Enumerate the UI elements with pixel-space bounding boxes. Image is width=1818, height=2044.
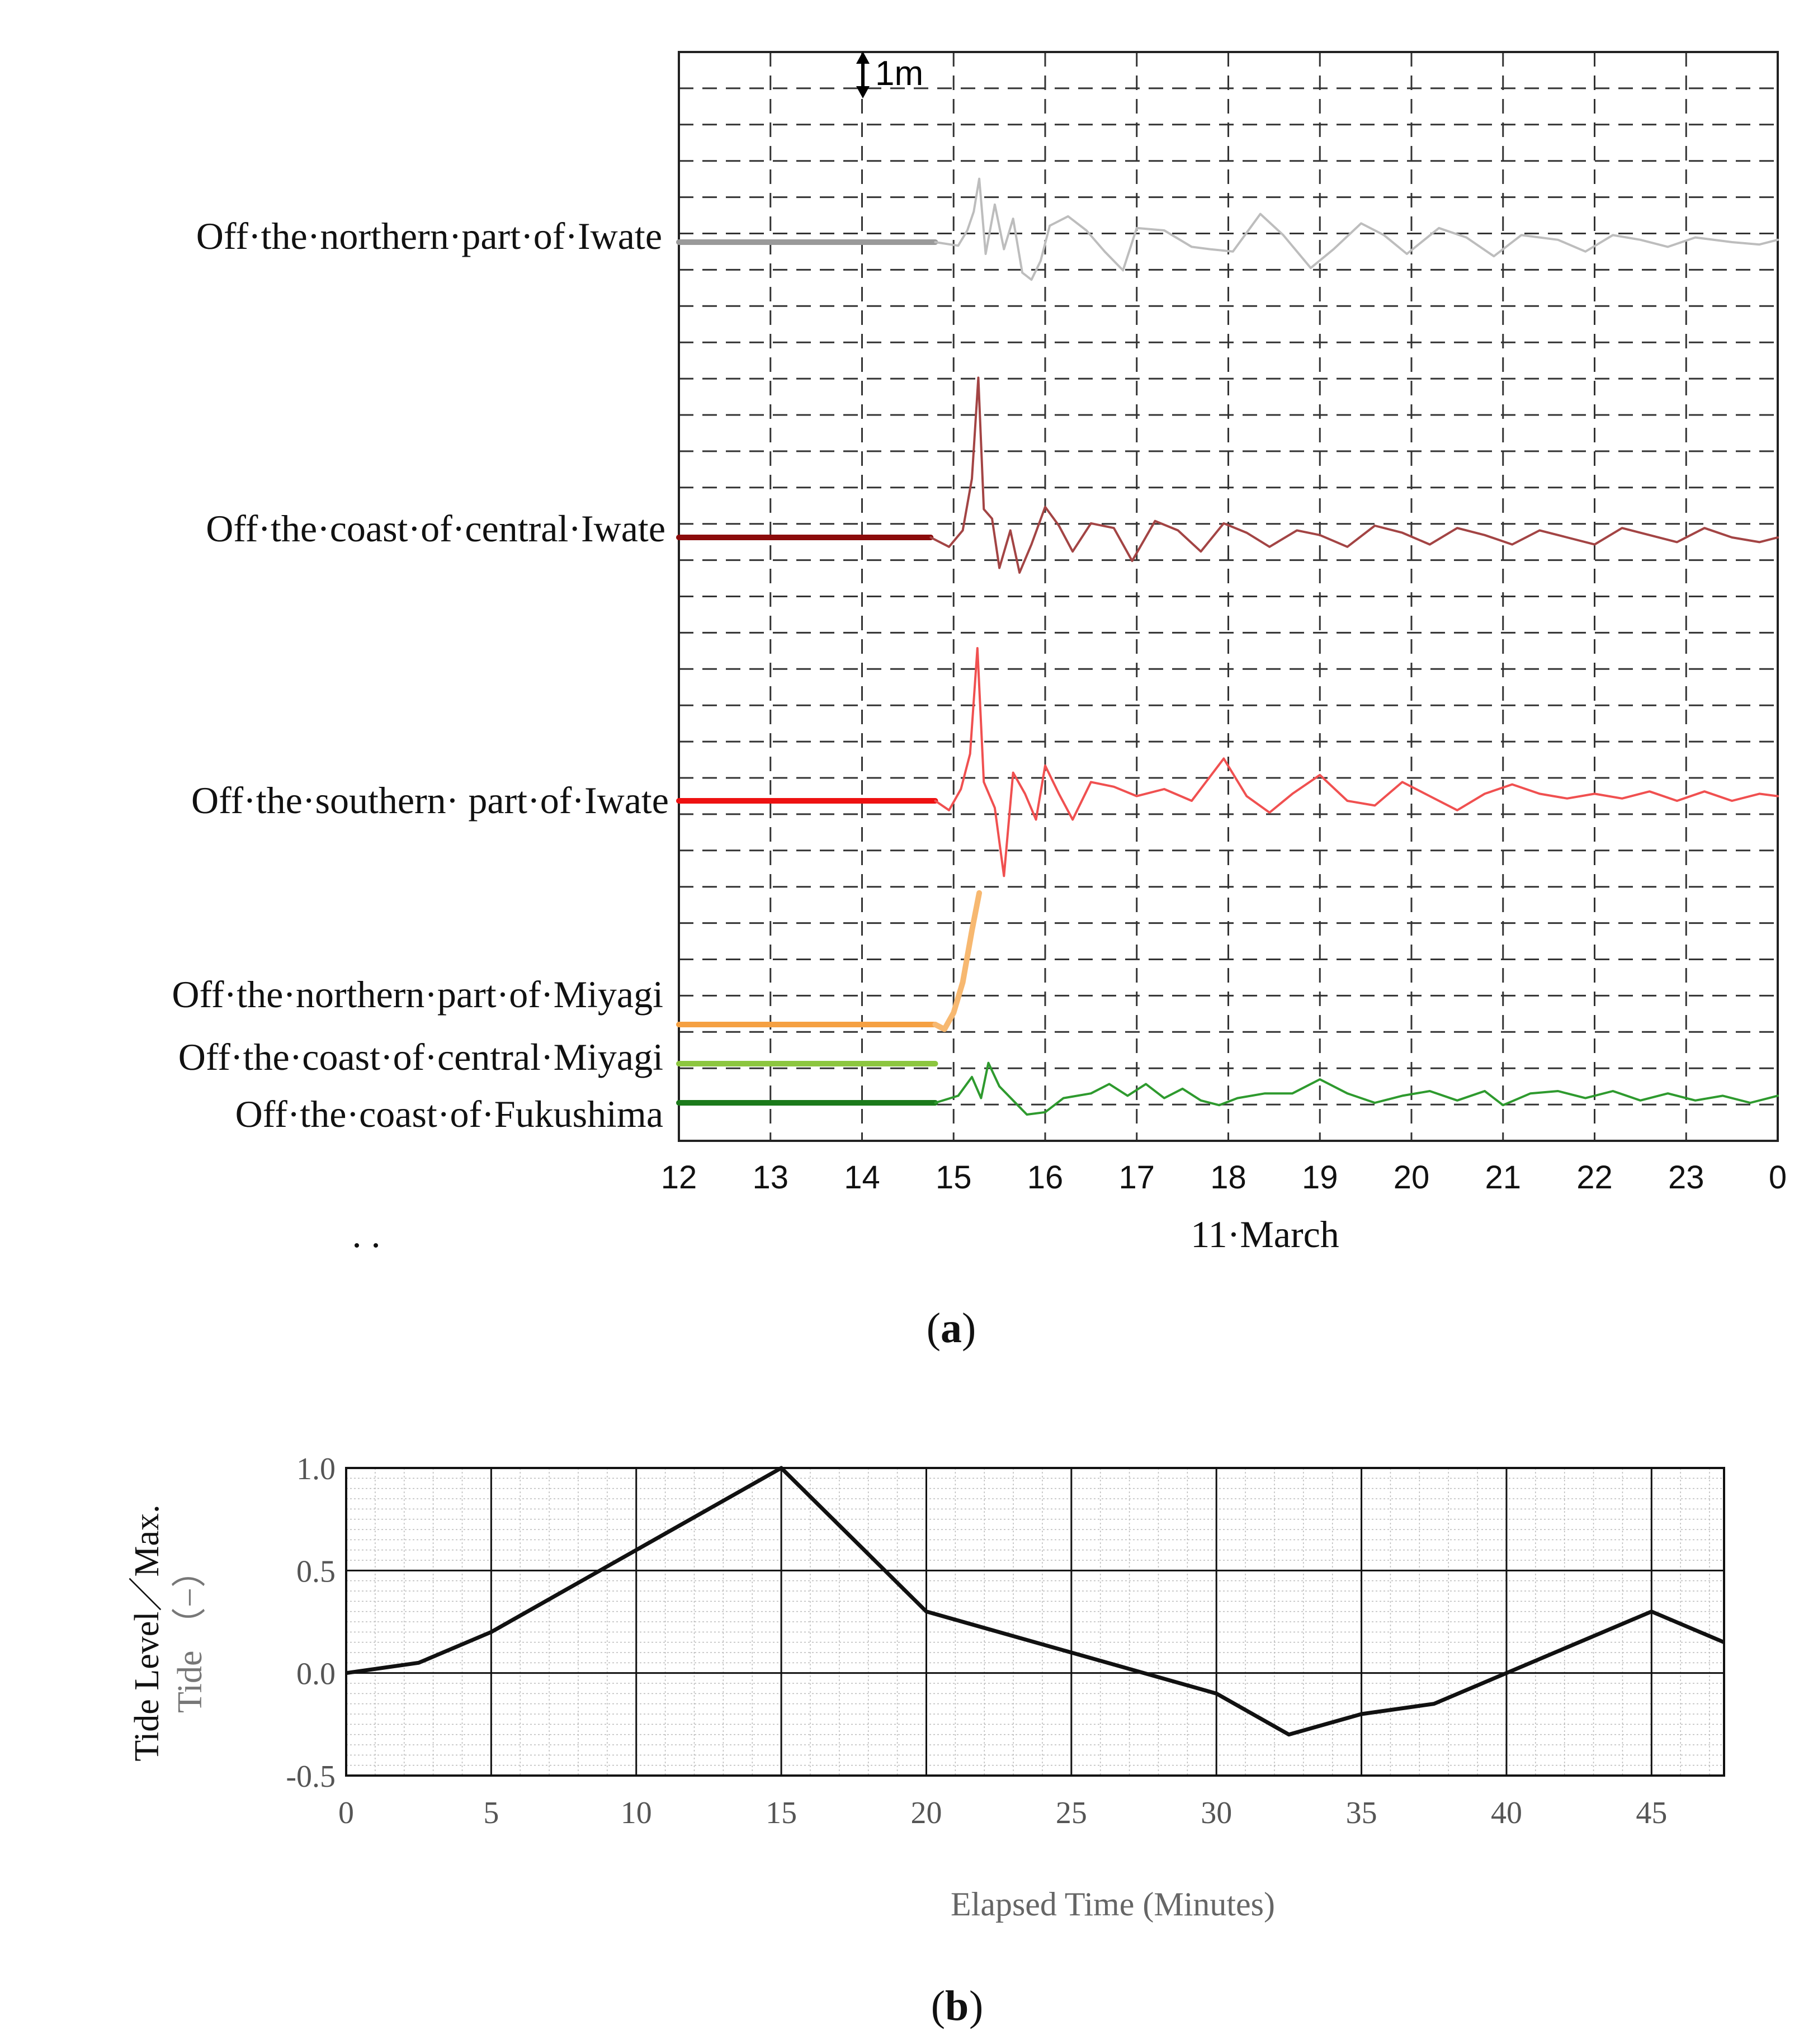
panel-a-x-tick-label: 16 [1027,1159,1064,1196]
panel-a-x-tick-label: 17 [1118,1159,1155,1196]
panel-a-x-tick-label: 21 [1485,1159,1521,1196]
panel-a-series-line [934,647,1779,877]
panel-b-y-tick-label: 0.0 [296,1657,336,1692]
panel-a-series [676,177,1779,1116]
panel-b-grid [345,1467,1724,1777]
panel-a-series-line [929,376,1779,574]
panel-a-x-tick-label: 14 [844,1159,880,1196]
series-label-central-iwate: Off·the·coast·of·central·Iwate [206,507,665,550]
panel-b-x-tick-label: 15 [766,1796,797,1830]
panel-a-x-tick-label: 0 [1769,1159,1787,1196]
panel-b-x-tick-label: 25 [1056,1796,1087,1830]
series-label-northern-miyagi: Off·the·northern·part·of·Miyagi [172,973,663,1016]
panel-b-y-tick-label: 0.5 [296,1554,336,1589]
stray-dots: . . [352,1213,381,1255]
panel-b-series-line [346,1466,1725,1737]
svg-text:(: ( [927,1305,941,1352]
svg-text:): ) [969,1982,983,2029]
panel-a-series-line [934,177,1779,281]
series-label-fukushima: Off·the·coast·of·Fukushima [235,1093,663,1135]
panel-b: 1.0 0.5 0.0 -0.5 0 5 10 15 20 25 30 35 40 45 Tide Le… [128,1452,1725,2029]
panel-b-x-tick-label: 40 [1491,1796,1522,1830]
panel-b-x-ticks: 0 5 10 15 20 25 30 35 40 45 [338,1796,1667,1830]
panel-b-frame [345,1467,1725,1777]
scale-bar-label: 1m [875,54,923,93]
panel-b-y-ticks: 1.0 0.5 0.0 -0.5 [286,1452,336,1794]
panel-b-x-tick-label: 45 [1636,1796,1667,1830]
panel-b-x-tick-label: 30 [1201,1796,1232,1830]
panel-a-x-tick-label: 19 [1302,1159,1338,1196]
panel-a-x-tick-label: 13 [752,1159,788,1196]
panel-b-y-tick-label: -0.5 [286,1759,336,1794]
scale-bar [856,51,870,98]
panel-a-letter: a [941,1305,962,1352]
panel-b-letter: b [945,1982,969,2029]
panel-a-grid [679,52,1778,1141]
panel-b-x-axis-label: Elapsed Time (Minutes) [951,1886,1275,1923]
panel-b-x-tick-label: 35 [1346,1796,1377,1830]
panel-b-x-tick-label: 5 [483,1796,499,1830]
panel-a-caption: ( a ) [927,1305,976,1352]
panel-a-x-tick-label: 20 [1394,1159,1430,1196]
panel-b-y-axis-label-line1: Tide Level／Max. [128,1504,166,1761]
panel-a: 1m Off·the·northern·part·of·Iwate Off·th… [172,51,1787,1352]
panel-a-x-tick-label: 12 [661,1159,697,1196]
panel-a-series-line [934,1061,1779,1116]
panel-b-caption: ( b ) [931,1982,984,2029]
series-label-southern-iwate: Off·the·southern· part·of·Iwate [191,779,669,822]
panel-a-frame [678,51,1779,1142]
panel-a-x-tick-label: 18 [1210,1159,1246,1196]
panel-a-x-tick-label: 15 [936,1159,972,1196]
series-label-northern-iwate: Off·the·northern·part·of·Iwate [196,215,662,257]
panel-b-x-tick-label: 0 [338,1796,354,1830]
svg-text:(: ( [931,1982,945,2029]
series-label-central-miyagi: Off·the·coast·of·central·Miyagi [178,1036,663,1078]
panel-b-y-axis-label-line2: Tide （−） [171,1553,209,1713]
panel-a-series-line [932,890,983,1032]
panel-a-x-tick-label: 22 [1576,1159,1613,1196]
panel-a-x-ticks: 12 13 14 15 16 17 18 19 20 21 22 23 0 [661,1159,1787,1196]
svg-text:): ) [962,1305,976,1352]
panel-a-x-axis-label: 11·March [1191,1213,1339,1255]
panel-b-x-tick-label: 10 [621,1796,652,1830]
panel-b-series [346,1466,1725,1737]
panel-b-x-tick-label: 20 [910,1796,942,1830]
panel-a-x-tick-label: 23 [1668,1159,1704,1196]
panel-b-y-tick-label: 1.0 [296,1452,336,1486]
